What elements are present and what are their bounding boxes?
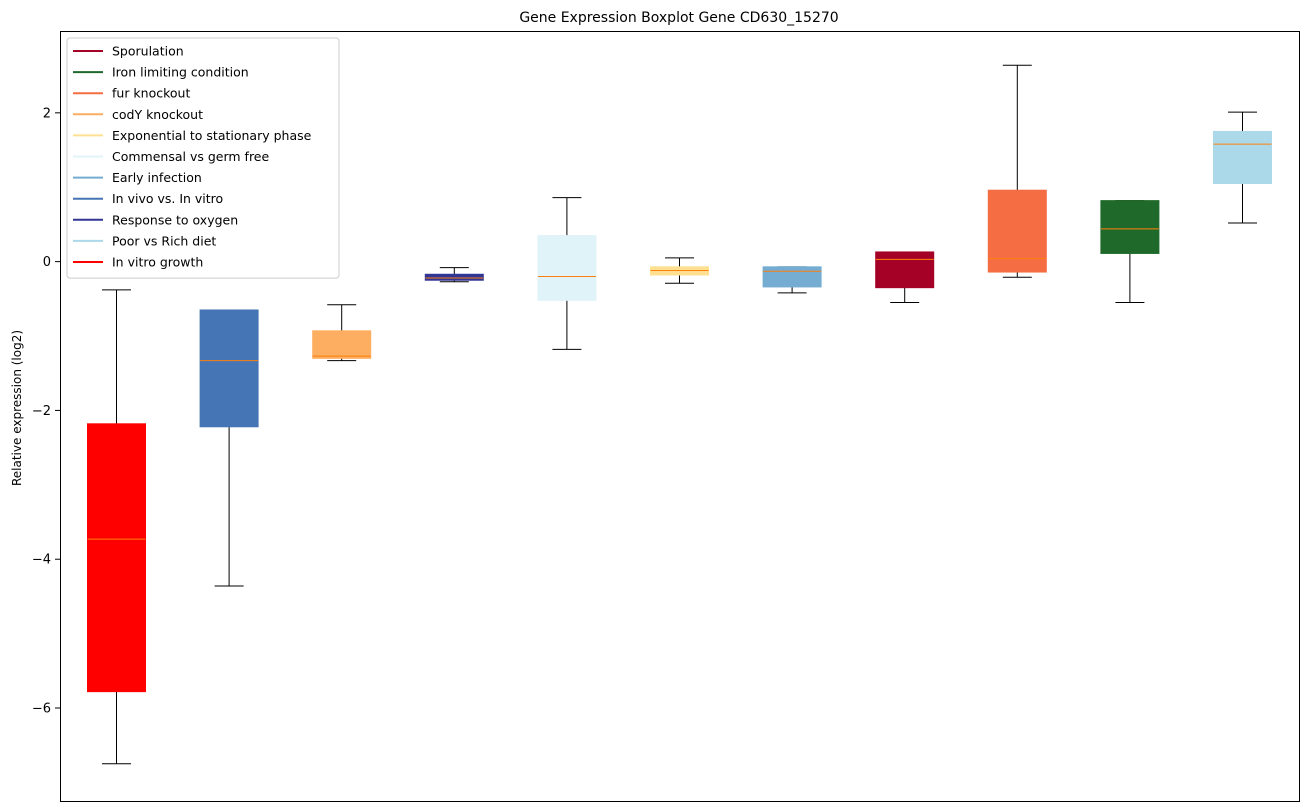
box-body [1213,130,1272,185]
legend-frame [66,37,340,279]
y-tick-label: 2 [43,106,51,121]
box-in-vivo-vs-in-vitro [199,309,259,587]
legend: Sporulation Iron limiting condition fur kn… [66,37,340,279]
box-commensal-vs-germ-free [537,197,597,350]
y-tick-label: −2 [32,404,51,419]
y-tick-label: 0 [43,255,51,270]
box-exponential-to-stationary-phase [650,257,709,284]
box-fur-knockout [987,64,1047,278]
box-body [199,309,259,428]
box-body [762,266,822,288]
box-early-infection [762,266,822,294]
legend-label: Iron limiting condition [112,65,249,80]
y-axis: −6 −4 −2 0 2 [32,106,60,717]
legend-label: In vitro growth [112,255,203,270]
box-body [1100,200,1160,254]
legend-label: In vivo vs. In vitro [112,191,223,206]
y-tick-label: −6 [32,702,51,717]
legend-label: codY knockout [112,107,203,122]
legend-label: Sporulation [112,44,184,59]
box-body [424,273,484,281]
legend-label: Exponential to stationary phase [112,128,312,143]
legend-label: fur knockout [112,86,190,101]
box-poor-vs-rich-diet [1213,111,1272,224]
box-body [987,189,1047,273]
box-sporulation [875,251,935,304]
box-body [537,235,597,301]
box-group [87,64,1272,765]
box-body [875,251,935,289]
plot-frame [60,31,1300,802]
legend-label: Poor vs Rich diet [112,233,216,248]
chart-title: Gene Expression Boxplot Gene CD630_15270 [519,10,838,26]
box-in-vitro-growth [87,289,146,765]
box-cody-knockout [312,304,372,362]
y-axis-label: Relative expression (log2) [10,330,24,486]
legend-label: Response to oxygen [112,212,238,227]
box-response-to-oxygen [424,267,484,283]
y-tick-label: −4 [32,553,51,568]
legend-label: Early infection [112,170,202,185]
legend-label: Commensal vs germ free [112,149,269,164]
box-iron-limiting-condition [1100,200,1160,304]
box-body [312,330,372,359]
box-body [87,423,146,693]
